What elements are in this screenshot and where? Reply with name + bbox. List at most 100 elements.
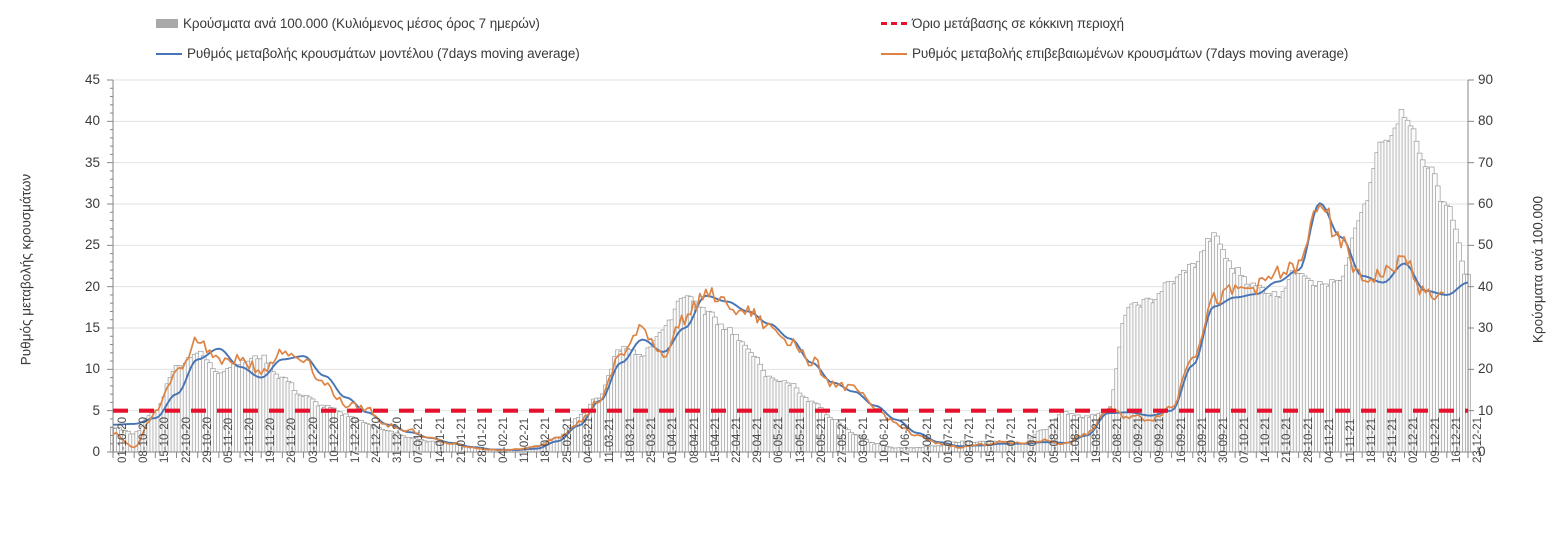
- x-axis-tick-label: 15-04-21: [709, 416, 722, 463]
- x-axis-tick-label: 22-04-21: [730, 416, 743, 463]
- x-axis-tick-label: 01-10-20: [117, 416, 129, 463]
- x-axis-tick-label: 12-11-20: [244, 417, 257, 463]
- y-axis-left-tick-label: 5: [92, 402, 100, 418]
- x-axis-tick-label: 02-12-21: [1408, 416, 1421, 463]
- x-axis-tick-label: 10-06-21: [879, 416, 892, 463]
- x-axis-tick-label: 23-12-21: [1472, 416, 1484, 463]
- x-axis-tick-label: 25-02-21: [561, 416, 574, 463]
- x-axis-tick-label: 04-03-21: [582, 416, 595, 463]
- x-axis-tick-label: 03-12-20: [307, 416, 320, 463]
- y-axis-left-title: Ρυθμός μεταβολής κρουσμάτων: [18, 173, 34, 366]
- bar-series-cases: [110, 109, 1471, 453]
- y-axis-right-tick-label: 10: [1478, 402, 1494, 418]
- y-axis-right-tick-label: 0: [1478, 444, 1486, 459]
- x-axis-tick-label: 08-07-21: [963, 416, 976, 463]
- y-axis-right-tick-label: 90: [1478, 72, 1494, 87]
- y-axis-left-tick-label: 20: [84, 278, 100, 294]
- x-axis-tick-label: 21-10-21: [1281, 416, 1294, 463]
- x-axis-tick-label: 05-08-21: [1048, 416, 1061, 463]
- line-series-model-rate: [112, 202, 1469, 451]
- x-axis-tick-label: 29-07-21: [1027, 416, 1040, 463]
- x-axis-tick-label: 08-04-21: [688, 416, 701, 463]
- legend-label-red-threshold: Όριο μετάβασης σε κόκκινη περιοχή: [912, 16, 1124, 31]
- x-axis-tick-label: 04-02-21: [498, 416, 511, 463]
- y-axis-left-tick-label: 40: [84, 113, 100, 129]
- legend-label-model-rate: Ρυθμός μεταβολής κρουσμάτων μοντέλου (7d…: [187, 46, 580, 61]
- legend-item-model-rate[interactable]: Ρυθμός μεταβολής κρουσμάτων μοντέλου (7d…: [156, 46, 580, 61]
- x-axis-tick-label: 22-07-21: [1006, 416, 1019, 463]
- x-axis-tick-label: 26-08-21: [1112, 416, 1125, 463]
- legend-item-cases-per-100k[interactable]: Κρούσματα ανά 100.000 (Κυλιόμενος μέσος …: [156, 16, 540, 31]
- x-axis-tick-label: 03-06-21: [858, 416, 871, 463]
- x-axis-tick-label: 24-12-20: [371, 416, 384, 463]
- y-axis-left-tick-label: 15: [84, 320, 100, 335]
- x-axis-tick-label: 07-10-21: [1239, 416, 1252, 463]
- x-axis-tick-label: 29-10-20: [201, 416, 214, 463]
- x-axis-tick-label: 25-11-21: [1387, 417, 1400, 463]
- legend-label-cases-per-100k: Κρούσματα ανά 100.000 (Κυλιόμενος μέσος …: [183, 16, 540, 31]
- dashed-swatch-red-icon: [881, 22, 907, 25]
- y-axis-left-tick-label: 45: [84, 72, 100, 87]
- y-axis-right-tick-label: 60: [1478, 196, 1494, 211]
- x-axis-tick-label: 28-10-21: [1302, 416, 1315, 463]
- x-axis-tick-label: 14-01-21: [434, 416, 447, 463]
- x-axis-tick-label: 11-02-21: [519, 417, 532, 463]
- x-axis-tick-label: 02-09-21: [1133, 416, 1146, 463]
- x-axis-tick-label: 20-05-21: [815, 416, 828, 463]
- x-axis-tick-label: 01-04-21: [667, 416, 680, 463]
- y-axis-right-tick-label: 50: [1478, 237, 1494, 253]
- line-series-confirmed-rate: [112, 203, 1445, 452]
- x-axis-tick-label: 11-03-21: [603, 417, 616, 463]
- y-axis-left-tick-label: 35: [84, 154, 100, 170]
- x-axis-tick-label: 01-07-21: [942, 416, 955, 463]
- x-axis-tick-label: 22-10-20: [180, 416, 193, 463]
- x-axis-tick-label: 24-06-21: [921, 416, 934, 463]
- bar-swatch-gray-icon: [156, 19, 178, 28]
- x-axis-tick-label: 16-09-21: [1175, 416, 1188, 463]
- x-axis-tick-label: 18-02-21: [540, 416, 553, 463]
- x-axis-tick-label: 07-01-21: [413, 416, 426, 463]
- x-axis-tick-label: 28-01-21: [476, 416, 489, 463]
- x-axis-tick-label: 09-09-21: [1154, 416, 1167, 463]
- y-axis-right-tick-label: 80: [1478, 113, 1494, 129]
- x-axis-tick-label: 27-05-21: [836, 416, 849, 463]
- x-axis-tick-label: 17-06-21: [900, 416, 913, 463]
- legend-item-confirmed-rate[interactable]: Ρυθμός μεταβολής επιβεβαιωμένων κρουσμάτ…: [881, 46, 1348, 61]
- axis-tickmarks: [107, 79, 1474, 458]
- y-axis-left-tick-label: 25: [84, 237, 100, 253]
- x-axis-tick-label: 18-03-21: [625, 416, 638, 463]
- x-axis-tick-label: 15-07-21: [985, 416, 998, 463]
- x-axis-tick-label: 18-11-21: [1366, 417, 1379, 463]
- x-axis-tick-label: 05-11-20: [222, 417, 235, 463]
- x-axis-tick-label: 19-11-20: [265, 417, 278, 463]
- x-axis-tick-label: 26-11-20: [286, 417, 299, 463]
- x-axis-tick-label: 21-01-21: [455, 416, 468, 463]
- chart-legend: Κρούσματα ανά 100.000 (Κυλιόμενος μέσος …: [0, 6, 1564, 64]
- x-axis-tick-label: 31-12-20: [392, 416, 405, 463]
- x-axis-tick-label: 29-04-21: [752, 416, 765, 463]
- x-axis-tick-label: 17-12-20: [349, 416, 362, 463]
- x-axis-tick-label: 10-12-20: [328, 416, 341, 463]
- x-axis-tick-label: 15-10-20: [159, 416, 172, 463]
- x-axis-tick-label: 04-11-21: [1323, 417, 1336, 463]
- line-swatch-blue-icon: [156, 52, 182, 55]
- line-swatch-orange-icon: [881, 52, 907, 55]
- y-axis-left-tick-label: 0: [92, 444, 100, 459]
- x-axis-tick-label: 16-12-21: [1450, 416, 1463, 463]
- x-axis-tick-label: 23-09-21: [1196, 416, 1209, 463]
- y-axis-left-tick-label: 10: [84, 361, 100, 377]
- x-axis-tick-label: 14-10-21: [1260, 416, 1273, 463]
- legend-item-red-threshold[interactable]: Όριο μετάβασης σε κόκκινη περιοχή: [881, 16, 1124, 31]
- x-axis-tick-label: 06-05-21: [773, 416, 786, 463]
- legend-label-confirmed-rate: Ρυθμός μεταβολής επιβεβαιωμένων κρουσμάτ…: [912, 46, 1349, 61]
- y-axis-right-tick-label: 30: [1478, 320, 1494, 335]
- x-axis-tick-label: 08-10-20: [138, 416, 151, 463]
- y-axis-right-tick-label: 40: [1478, 278, 1494, 294]
- x-axis-tick-label: 09-12-21: [1429, 416, 1442, 463]
- x-axis-tick-label: 13-05-21: [794, 416, 807, 463]
- x-axis-tick-label: 30-09-21: [1217, 416, 1230, 463]
- y-axis-right-title: Κρούσματα ανά 100.000: [1530, 195, 1546, 344]
- x-axis-tick-label: 12-08-21: [1069, 416, 1082, 463]
